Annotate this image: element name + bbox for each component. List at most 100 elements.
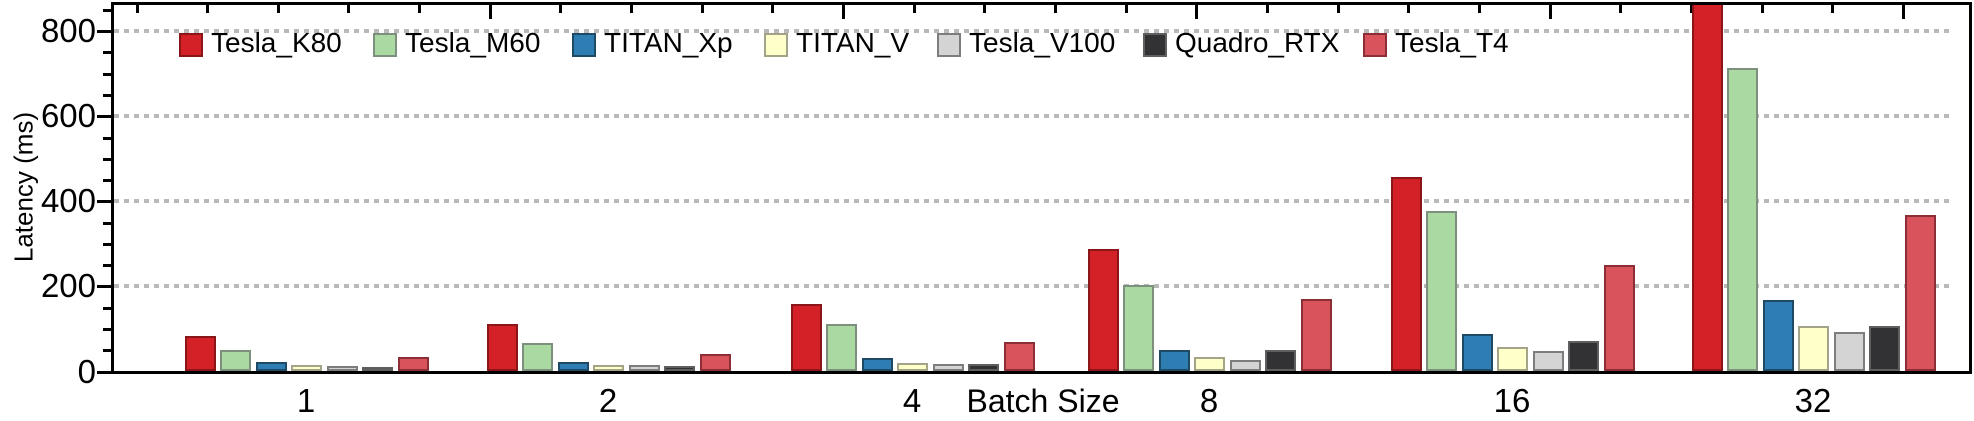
plot-area — [111, 2, 1972, 374]
bar-tesla_m60-batch-32 — [1727, 68, 1758, 371]
bar-quadro_rtx-batch-2 — [664, 366, 695, 371]
gridline-600 — [114, 113, 1951, 118]
legend-label-tesla_v100: Tesla_V100 — [969, 27, 1116, 58]
y-tick-label-400: 400 — [40, 182, 96, 220]
bar-tesla_t4-batch-4 — [1003, 342, 1035, 371]
y-tick-minor-300 — [103, 242, 111, 246]
top-tick-minor — [276, 5, 280, 13]
top-tick-minor — [559, 5, 563, 13]
bar-quadro_rtx-batch-1 — [362, 367, 393, 371]
bar-quadro_rtx-batch-4 — [968, 364, 999, 371]
x-tick-label-32: 32 — [1794, 382, 1832, 419]
top-tick-minor — [912, 5, 916, 13]
y-tick-minor-700 — [103, 72, 111, 76]
y-tick-minor-250 — [103, 264, 111, 268]
top-tick-minor — [1266, 5, 1270, 13]
top-tick-minor — [1619, 5, 1623, 13]
x-tick-label-1: 1 — [296, 382, 316, 419]
legend-label-tesla_t4: Tesla_T4 — [1395, 27, 1509, 58]
y-tick-minor-350 — [103, 221, 111, 225]
top-tick-minor — [347, 5, 351, 13]
y-tick-label-800: 800 — [40, 12, 96, 50]
legend-label-quadro_rtx: Quadro_RTX — [1175, 27, 1340, 58]
top-tick-minor — [1407, 5, 1411, 13]
legend-swatch-quadro_rtx — [1143, 33, 1167, 57]
top-tick-minor — [1336, 5, 1340, 13]
y-tick-minor-550 — [103, 136, 111, 140]
top-tick-minor — [700, 5, 704, 13]
y-tick-label-200: 200 — [40, 267, 96, 305]
bar-titan_v-batch-16 — [1497, 347, 1528, 371]
top-tick-minor — [630, 5, 634, 13]
legend-label-titan_v: TITAN_V — [796, 27, 910, 58]
bar-tesla_k80-batch-16 — [1390, 177, 1422, 371]
top-tick-minor — [1124, 5, 1128, 13]
bar-quadro_rtx-batch-8 — [1265, 350, 1296, 371]
top-tick-minor — [206, 5, 210, 13]
y-tick-major-0 — [97, 370, 111, 374]
legend-swatch-tesla_t4 — [1363, 33, 1387, 57]
top-tick-minor — [1760, 5, 1764, 13]
legend-swatch-tesla_k80 — [179, 33, 203, 57]
bar-tesla_v100-batch-16 — [1532, 351, 1564, 371]
legend-label-tesla_m60: Tesla_M60 — [405, 27, 541, 58]
x-axis-title: Batch Size — [966, 383, 1120, 419]
top-tick-major — [842, 5, 846, 19]
bar-tesla_m60-batch-2 — [522, 343, 553, 371]
bar-titan_v-batch-1 — [291, 365, 322, 371]
bar-tesla_t4-batch-2 — [699, 354, 731, 371]
bar-titan_xp-batch-16 — [1461, 334, 1493, 371]
y-tick-minor-50 — [103, 349, 111, 353]
top-tick-minor — [418, 5, 422, 13]
bar-tesla_v100-batch-8 — [1229, 360, 1261, 371]
y-tick-major-600 — [97, 115, 111, 119]
y-tick-major-800 — [97, 30, 111, 34]
y-tick-label-0: 0 — [77, 352, 96, 390]
legend-swatch-titan_v — [764, 33, 788, 57]
bar-tesla_k80-batch-32 — [1691, 5, 1723, 371]
bar-tesla_t4-batch-8 — [1300, 299, 1332, 371]
bar-titan_v-batch-32 — [1798, 326, 1829, 371]
bar-tesla_t4-batch-16 — [1603, 265, 1635, 371]
bar-tesla_t4-batch-32 — [1904, 215, 1936, 371]
legend-swatch-tesla_m60 — [373, 33, 397, 57]
gridline-800 — [114, 28, 1951, 33]
y-tick-minor-850 — [103, 8, 111, 12]
y-tick-minor-650 — [103, 93, 111, 97]
bar-tesla_m60-batch-16 — [1426, 211, 1457, 371]
bar-titan_xp-batch-1 — [255, 362, 287, 371]
gridline-200 — [114, 283, 1951, 288]
bar-titan_v-batch-8 — [1194, 357, 1225, 371]
x-tick-label-16: 16 — [1493, 382, 1531, 419]
bar-titan_xp-batch-2 — [557, 362, 589, 371]
bar-tesla_m60-batch-4 — [826, 324, 857, 371]
x-tick-label-8: 8 — [1199, 382, 1219, 419]
bar-titan_v-batch-4 — [897, 363, 928, 371]
y-tick-major-200 — [97, 285, 111, 289]
x-tick-label-4: 4 — [902, 382, 922, 419]
bar-tesla_v100-batch-1 — [326, 366, 358, 371]
bar-tesla_t4-batch-1 — [397, 357, 429, 371]
bar-tesla_v100-batch-32 — [1833, 332, 1865, 371]
y-tick-label-600: 600 — [40, 97, 96, 135]
y-tick-minor-150 — [103, 306, 111, 310]
x-tick-label-2: 2 — [598, 382, 618, 419]
bar-tesla_m60-batch-1 — [220, 350, 251, 371]
bar-tesla_v100-batch-2 — [628, 365, 660, 371]
top-tick-minor — [1478, 5, 1482, 13]
y-tick-minor-450 — [103, 179, 111, 183]
legend-label-titan_xp: TITAN_Xp — [604, 27, 733, 58]
y-tick-minor-100 — [103, 327, 111, 331]
top-tick-minor — [983, 5, 987, 13]
bar-titan_v-batch-2 — [593, 365, 624, 371]
top-tick-major — [1902, 5, 1905, 19]
bar-tesla_m60-batch-8 — [1123, 285, 1154, 371]
legend-swatch-titan_xp — [572, 33, 596, 57]
legend-label-tesla_k80: Tesla_K80 — [211, 27, 342, 58]
bar-titan_xp-batch-32 — [1762, 300, 1794, 371]
bar-titan_xp-batch-4 — [861, 358, 893, 371]
top-tick-major — [488, 5, 492, 19]
top-tick-major — [1548, 5, 1552, 19]
bar-tesla_k80-batch-8 — [1087, 249, 1119, 371]
